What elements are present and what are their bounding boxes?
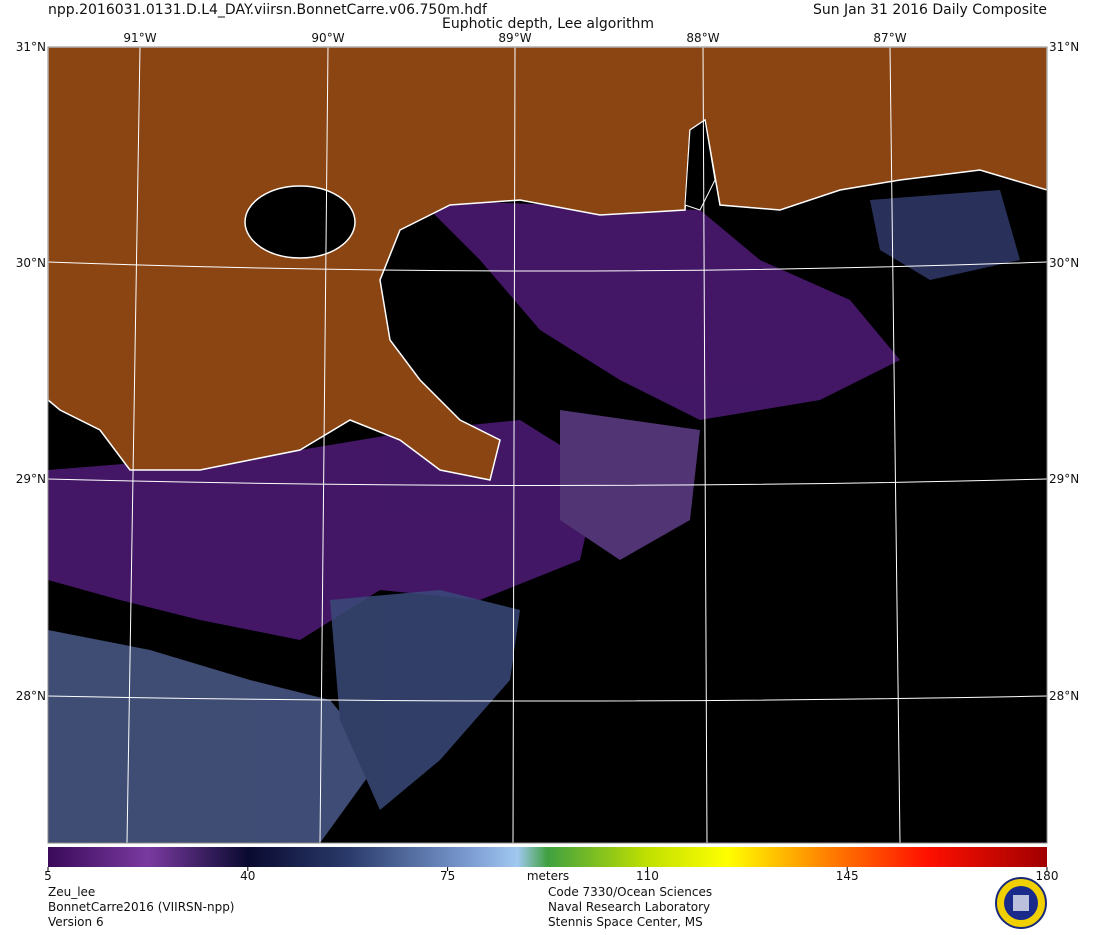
logo	[995, 877, 1047, 929]
lon-label: 87°W	[873, 31, 906, 45]
footer-left: Version 6	[48, 915, 104, 929]
colorbar	[48, 847, 1047, 867]
colorbar-tick-label: 40	[240, 869, 255, 883]
lon-label: 90°W	[311, 31, 344, 45]
date: Sun Jan 31 2016 Daily Composite	[813, 2, 1047, 18]
lat-label: 29°N	[1049, 472, 1079, 486]
clear-water	[48, 190, 1020, 843]
map	[48, 47, 1047, 843]
land	[48, 47, 1047, 481]
colorbar-tick-label: 5	[44, 869, 52, 883]
lat-label: 28°N	[16, 689, 46, 703]
bay	[684, 119, 716, 211]
colorbar-tick-label: 145	[836, 869, 859, 883]
colorbar-tick-label: 180	[1036, 869, 1059, 883]
lat-label: 30°N	[16, 256, 46, 270]
footer-left: Zeu_lee	[48, 885, 95, 899]
file-name: npp.2016031.0131.D.L4_DAY.viirsn.BonnetC…	[48, 2, 488, 18]
lat-label: 29°N	[16, 472, 46, 486]
colorbar-unit: meters	[527, 869, 569, 883]
lat-label: 28°N	[1049, 689, 1079, 703]
graticule	[48, 47, 1047, 843]
lake	[244, 185, 356, 259]
lat-label: 30°N	[1049, 256, 1079, 270]
footer-right: Code 7330/Ocean Sciences	[548, 885, 712, 899]
footer-right: Stennis Space Center, MS	[548, 915, 703, 929]
map-title: Euphotic depth, Lee algorithm	[442, 16, 654, 32]
lon-label: 88°W	[686, 31, 719, 45]
colorbar-tick-label: 110	[636, 869, 659, 883]
lat-label: 31°N	[1049, 40, 1079, 54]
footer-right: Naval Research Laboratory	[548, 900, 710, 914]
lat-label: 31°N	[16, 40, 46, 54]
lon-label: 89°W	[498, 31, 531, 45]
footer-left: BonnetCarre2016 (VIIRSN-npp)	[48, 900, 235, 914]
colorbar-tick-label: 75	[440, 869, 455, 883]
lon-label: 91°W	[123, 31, 156, 45]
map-frame	[47, 46, 1048, 844]
